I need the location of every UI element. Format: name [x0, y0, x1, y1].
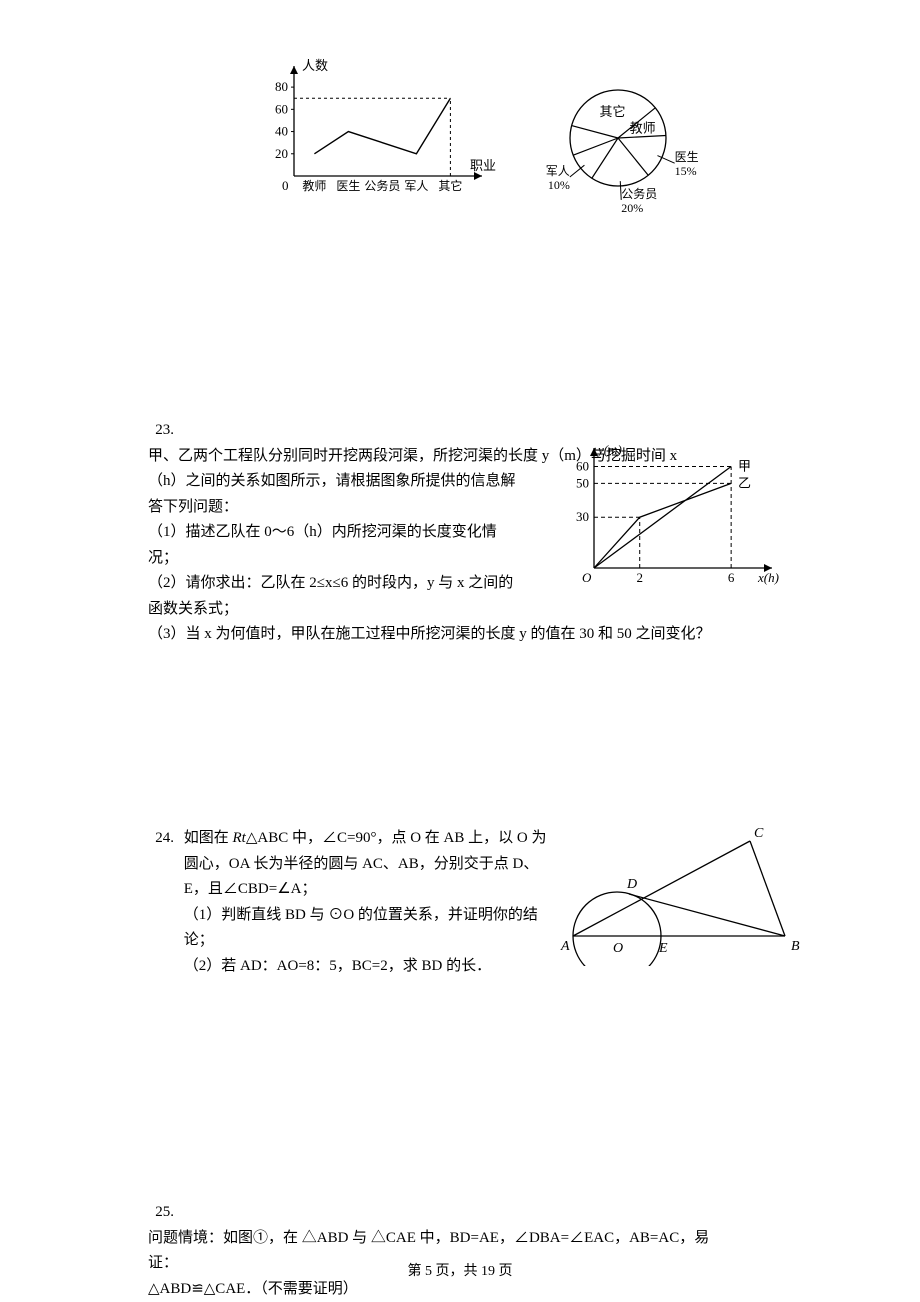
problem-25-number: 25.: [148, 1200, 174, 1226]
q23-sub1: （1）描述乙队在 0～6（h）内所挖河渠的长度变化情况；: [148, 524, 497, 566]
q24-rt: Rt: [233, 830, 246, 846]
svg-text:A: A: [560, 939, 570, 954]
q23-line2: （h）之间的关系如图所示，请根据图象所提供的信息解答下列问题：: [148, 473, 516, 515]
svg-text:乙: 乙: [738, 475, 751, 490]
svg-text:教师: 教师: [630, 121, 656, 136]
problem-23-number: 23.: [148, 418, 174, 444]
svg-text:E: E: [658, 941, 668, 956]
q25-line2: △ABD≌△CAE．（不需要证明）: [148, 1281, 358, 1297]
q23-sub2: （2）请你求出：乙队在 2≤x≤6 的时段内，y 与 x 之间的函数关系式；: [148, 575, 513, 617]
svg-text:20: 20: [275, 146, 288, 161]
svg-text:其它: 其它: [438, 178, 462, 193]
svg-text:人数: 人数: [302, 58, 328, 73]
q23-chart: 30 50 60 2 6 y(m) x(h) O 甲乙: [560, 440, 785, 590]
problem-25: 25. 问题情境：如图①，在 △ABD 与 △CAE 中，BD=AE，∠DBA=…: [148, 1200, 768, 1302]
svg-text:甲: 甲: [738, 458, 751, 473]
svg-text:公务员: 公务员: [364, 178, 400, 193]
q24-line1b: △ABC 中，∠C=90°，点 O 在 AB 上，以 O 为: [246, 830, 547, 846]
svg-text:y(m): y(m): [596, 442, 622, 457]
q23-chart-container: 30 50 60 2 6 y(m) x(h) O 甲乙: [560, 440, 785, 595]
svg-text:40: 40: [275, 124, 288, 139]
problem-24-number: 24.: [148, 826, 174, 852]
svg-text:O: O: [613, 941, 623, 956]
svg-text:2: 2: [636, 570, 643, 585]
svg-text:军人: 军人: [546, 164, 570, 178]
svg-text:20%: 20%: [621, 201, 643, 215]
svg-text:其它: 其它: [600, 104, 626, 119]
q23-left-block: （h）之间的关系如图所示，请根据图象所提供的信息解答下列问题： （1）描述乙队在…: [148, 469, 518, 622]
q24-figure-container: A B C O E D: [555, 826, 805, 971]
svg-text:x(h): x(h): [757, 570, 779, 585]
svg-text:B: B: [791, 939, 800, 954]
problem-24-body: 如图在 Rt△ABC 中，∠C=90°，点 O 在 AB 上，以 O 为 圆心，…: [184, 826, 554, 979]
svg-text:60: 60: [576, 458, 589, 473]
svg-text:80: 80: [275, 79, 288, 94]
q24-line1a: 如图在: [184, 830, 233, 846]
svg-text:医生: 医生: [336, 179, 360, 193]
q24-sub1: （1）判断直线 BD 与 ⊙O 的位置关系，并证明你的结论；: [184, 907, 538, 949]
survey-pie-chart: 其它教师医生15% 公务员20% 军人10%: [540, 70, 700, 220]
svg-text:30: 30: [576, 509, 589, 524]
q22-figure-container: 20 40 60 80 教师医生公务员军人其它 人数职业 0: [258, 56, 508, 211]
svg-text:15%: 15%: [675, 164, 697, 178]
q24-line2: 圆心，OA 长为半径的圆与 AC、AB，分别交于点 D、E，且∠CBD=∠A；: [184, 856, 539, 898]
svg-text:公务员: 公务员: [621, 186, 657, 201]
survey-line-chart: 20 40 60 80 教师医生公务员军人其它 人数职业 0: [258, 56, 508, 206]
svg-text:10%: 10%: [548, 178, 570, 192]
svg-text:职业: 职业: [470, 158, 496, 173]
q24-figure: A B C O E D: [555, 826, 805, 966]
svg-text:C: C: [754, 826, 764, 841]
q24-sub2: （2）若 AD：AO=8：5，BC=2，求 BD 的长．: [184, 958, 491, 974]
svg-text:60: 60: [275, 101, 288, 116]
svg-text:O: O: [582, 570, 592, 585]
svg-text:0: 0: [282, 178, 289, 193]
page-footer: 第 5 页，共 19 页: [0, 1260, 920, 1280]
svg-text:军人: 军人: [404, 179, 428, 193]
q23-sub3: （3）当 x 为何值时，甲队在施工过程中所挖河渠的长度 y 的值在 30 和 5…: [148, 622, 738, 648]
svg-text:50: 50: [576, 475, 589, 490]
svg-text:6: 6: [728, 570, 735, 585]
svg-text:教师: 教师: [302, 178, 326, 193]
svg-text:医生: 医生: [675, 150, 699, 164]
svg-text:D: D: [626, 877, 637, 892]
q22-pie-container: 其它教师医生15% 公务员20% 军人10%: [540, 70, 700, 225]
